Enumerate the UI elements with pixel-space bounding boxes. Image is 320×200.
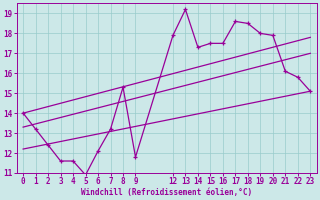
X-axis label: Windchill (Refroidissement éolien,°C): Windchill (Refroidissement éolien,°C): [81, 188, 252, 197]
